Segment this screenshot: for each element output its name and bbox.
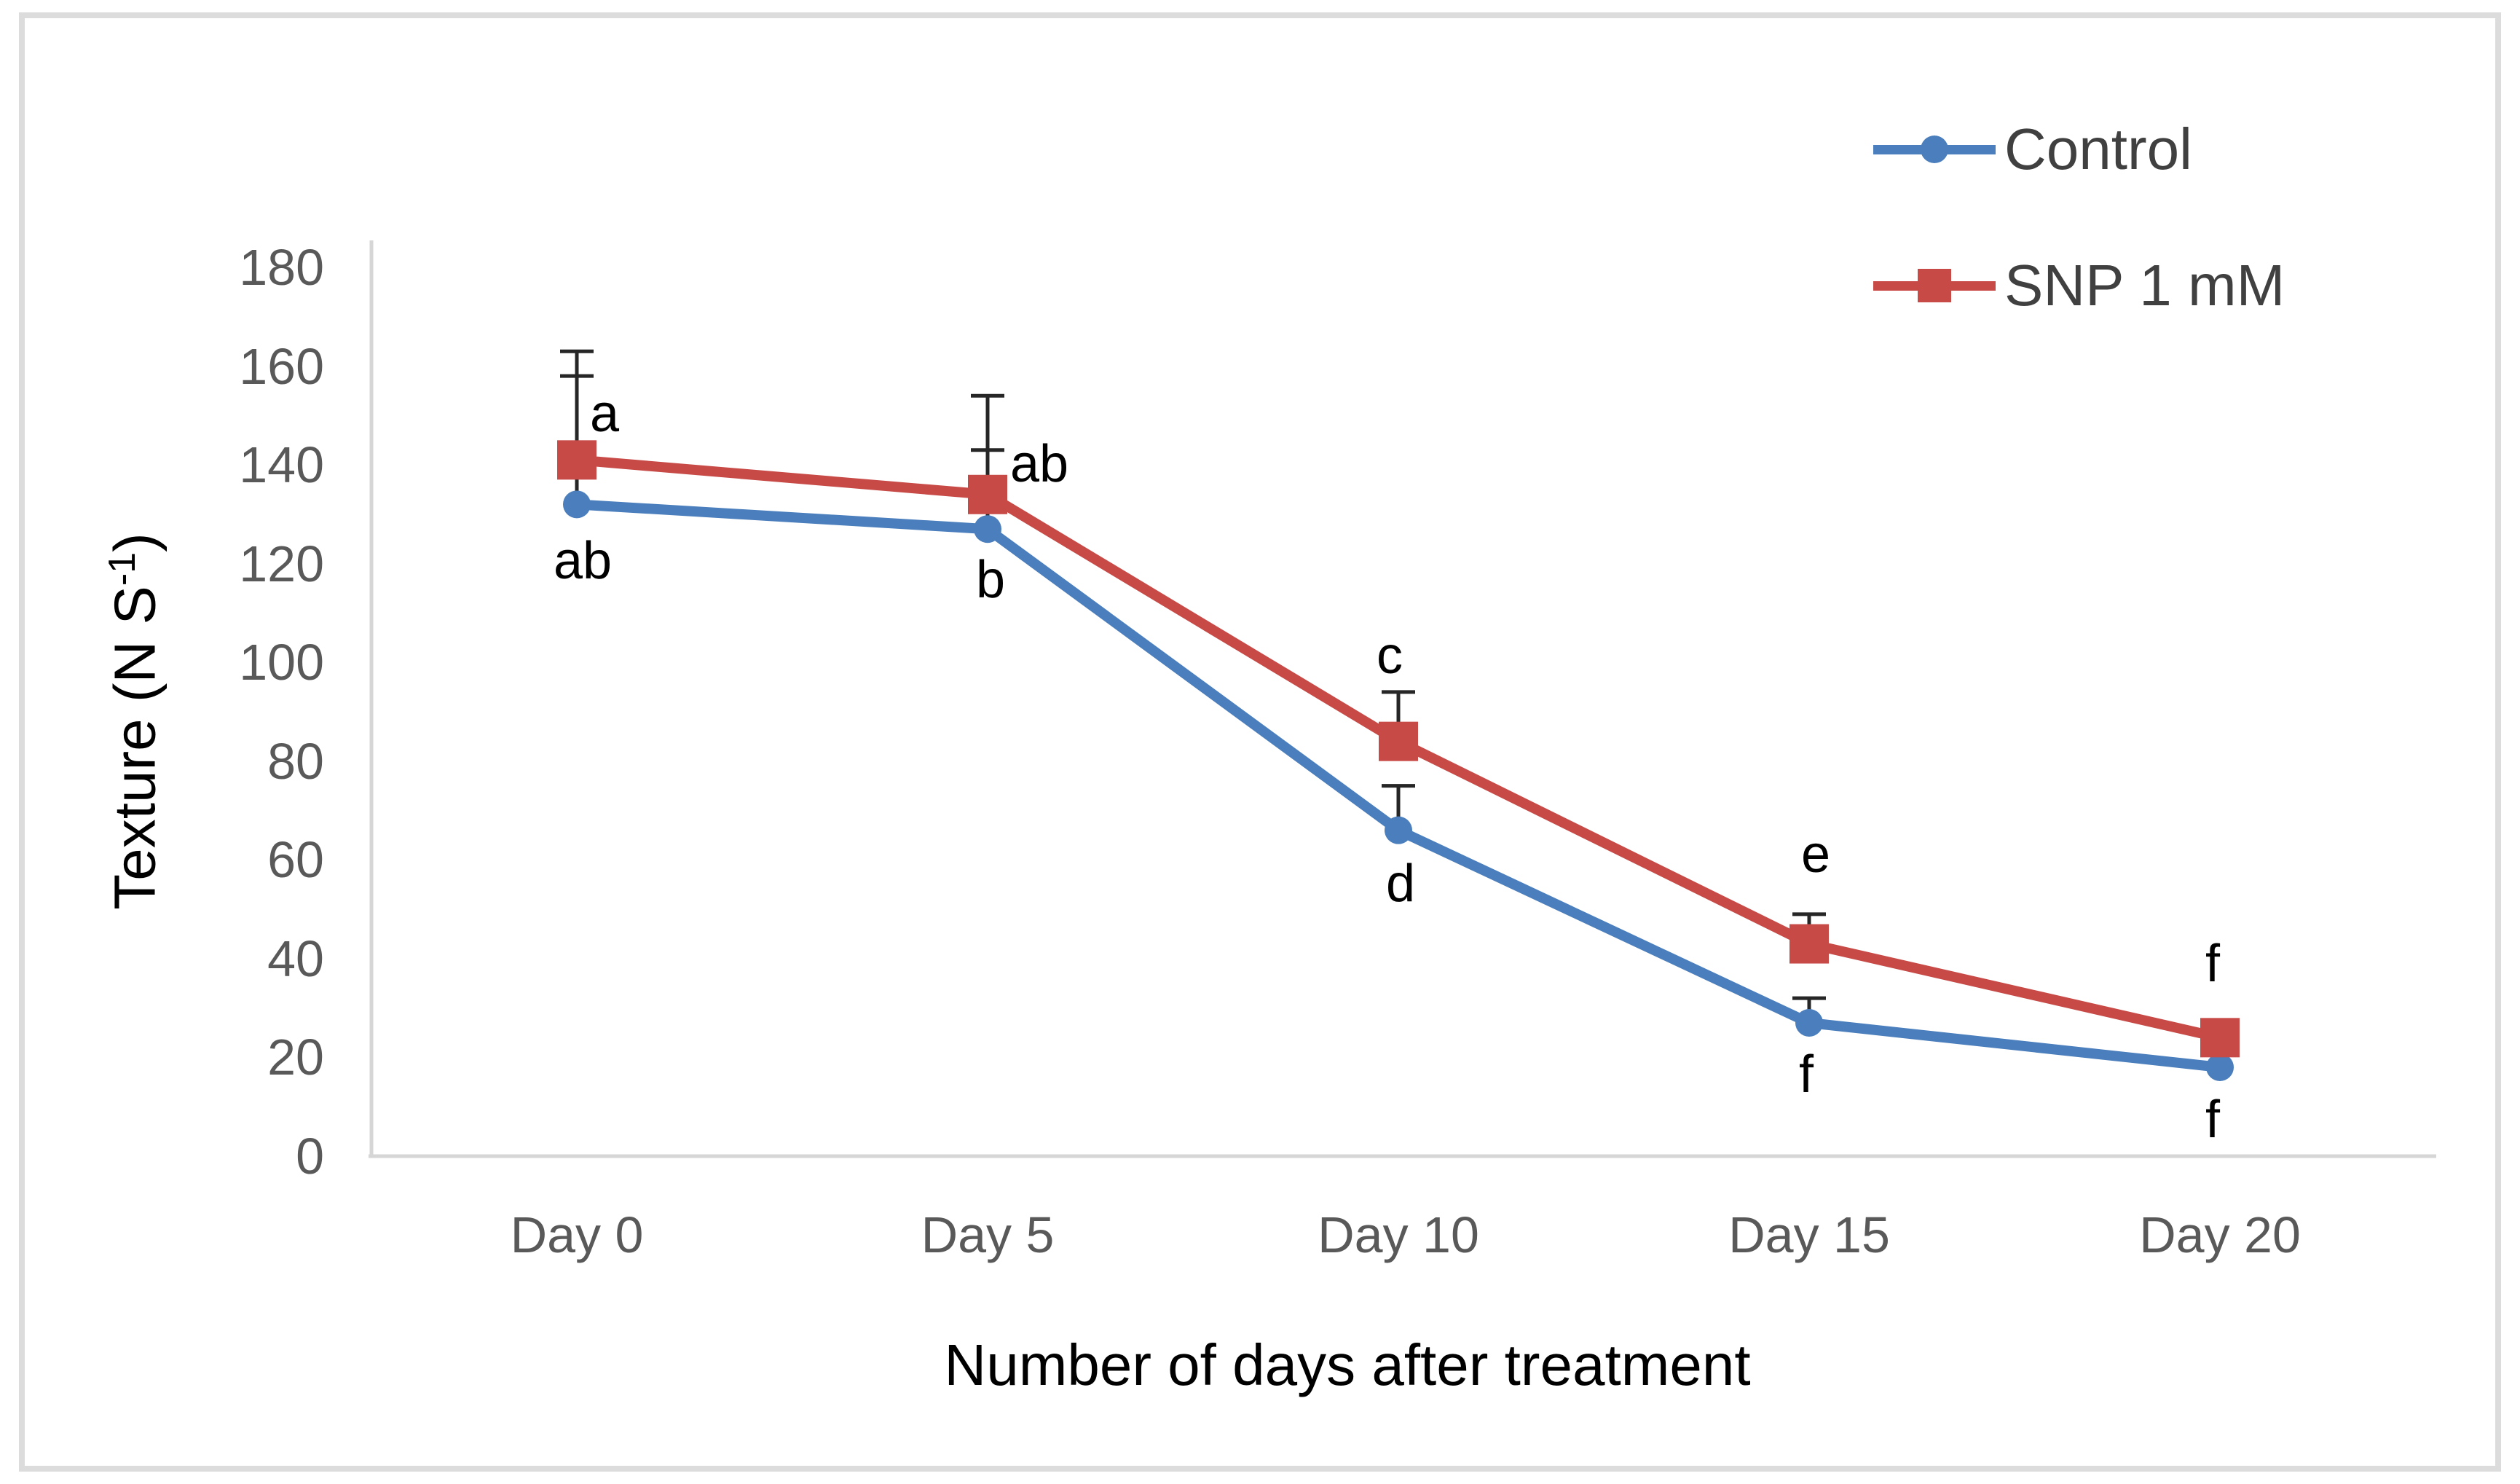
legend-label-snp: SNP 1 mM [2004, 253, 2285, 318]
point-letter: ab [553, 532, 613, 591]
y-tick-label: 140 [239, 436, 324, 494]
legend-square-marker-icon [1918, 269, 1951, 302]
point-letter: d [1385, 854, 1416, 913]
circle-marker-icon [2206, 1053, 2234, 1081]
circle-marker-icon [1385, 816, 1412, 844]
y-tick-label: 80 [267, 732, 324, 790]
legend-swatch-snp [1873, 256, 1996, 315]
square-marker-icon [1379, 721, 1418, 761]
y-tick-label: 40 [267, 930, 324, 987]
point-letter: e [1800, 825, 1831, 884]
legend-swatch-control [1873, 120, 1996, 178]
y-tick-label: 100 [239, 634, 324, 691]
x-axis-title: Number of days after treatment [944, 1332, 1751, 1397]
legend-item-snp: SNP 1 mM [1873, 256, 2285, 315]
y-axis-title-close: ) [102, 533, 168, 552]
y-tick-label: 0 [296, 1128, 324, 1185]
point-letter: ab [1009, 434, 1069, 493]
y-axis-title-superscript: -1 [101, 551, 143, 586]
y-tick-label: 60 [267, 831, 324, 889]
y-axis-title-main: Texture (N S [102, 586, 168, 910]
x-tick-label: Day 20 [2139, 1206, 2301, 1263]
point-letter: f [1798, 1045, 1814, 1104]
y-tick-label: 20 [267, 1029, 324, 1086]
square-marker-icon [1789, 924, 1829, 964]
square-marker-icon [968, 474, 1007, 514]
y-tick-label: 180 [239, 239, 324, 296]
circle-marker-icon [974, 515, 1001, 543]
point-letter: c [1377, 626, 1403, 685]
square-marker-icon [2200, 1018, 2240, 1058]
legend-item-control: Control [1873, 117, 2192, 181]
x-tick-label: Day 15 [1728, 1206, 1890, 1263]
x-tick-label: Day 0 [510, 1206, 644, 1263]
x-tick-label: Day 10 [1318, 1206, 1479, 1263]
circle-marker-icon [1795, 1009, 1823, 1037]
y-tick-label: 120 [239, 535, 324, 592]
point-letter: a [589, 385, 620, 444]
circle-marker-icon [563, 490, 591, 519]
legend-circle-marker-icon [1921, 136, 1948, 163]
square-marker-icon [557, 440, 596, 480]
point-letter: f [2205, 1091, 2220, 1149]
point-letter: b [975, 551, 1006, 610]
legend-label-control: Control [2004, 117, 2192, 181]
x-tick-label: Day 5 [921, 1206, 1055, 1263]
y-axis-title: Texture (N S-1) [87, 211, 168, 1231]
point-letter: f [2205, 935, 2220, 994]
y-tick-label: 160 [239, 337, 324, 395]
